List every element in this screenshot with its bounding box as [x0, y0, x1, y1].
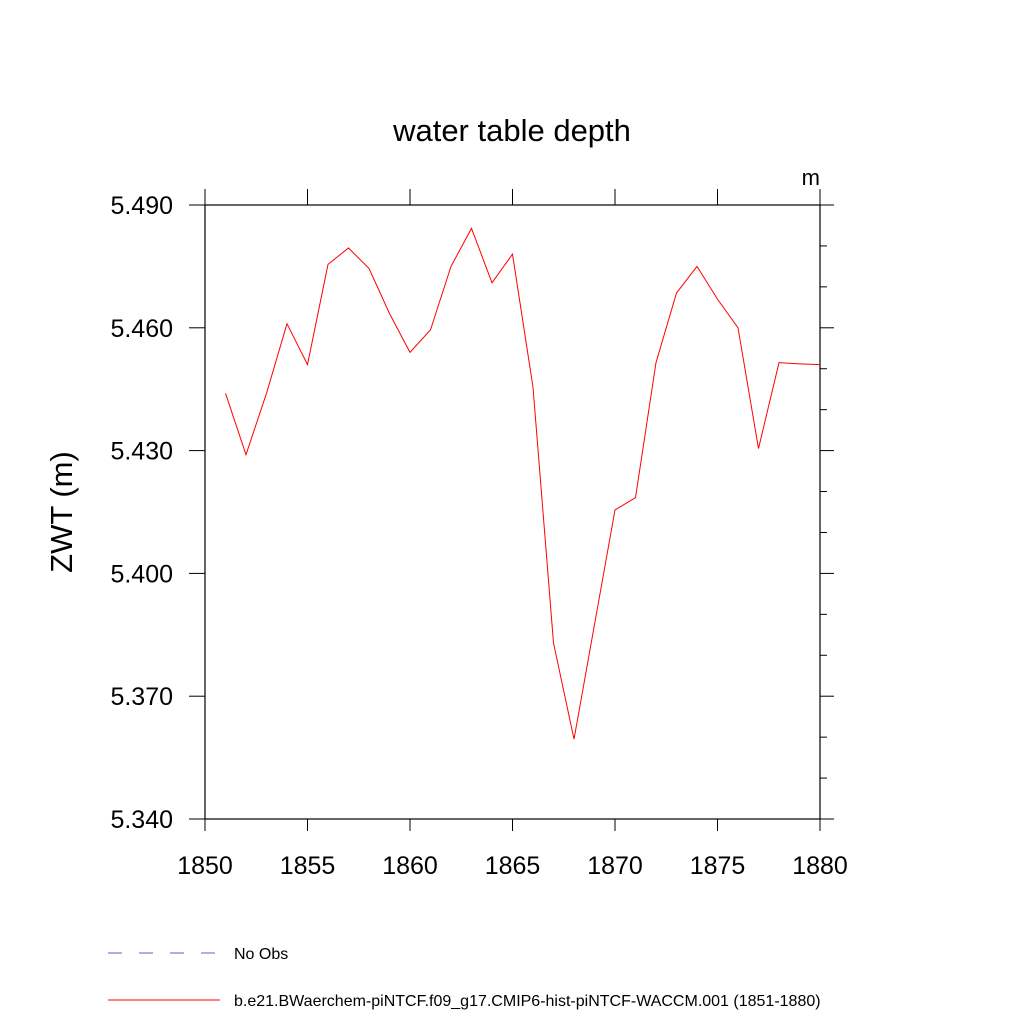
- axis-tick-labels: 1850 1855 1860 1865 1870 1875 1880 5.340 5.370 5.…: [110, 192, 847, 880]
- y-tick-label: 5.430: [110, 438, 173, 466]
- x-tick-label: 1880: [792, 852, 848, 880]
- legend-label-no-obs: No Obs: [234, 946, 288, 963]
- y-tick-label: 5.460: [110, 315, 173, 343]
- x-tick-label: 1870: [587, 852, 643, 880]
- x-tick-label: 1865: [485, 852, 541, 880]
- x-tick-label: 1855: [280, 852, 336, 880]
- chart-title: water table depth: [392, 113, 631, 148]
- y-axis-label: ZWT (m): [44, 451, 79, 573]
- plot-frame: [204, 204, 821, 820]
- x-tick-label: 1860: [382, 852, 438, 880]
- series-line: [225, 227, 821, 740]
- x-tick-label: 1850: [177, 852, 233, 880]
- y-tick-label: 5.490: [110, 192, 173, 220]
- y-tick-label: 5.340: [110, 806, 173, 834]
- axis-ticks: [189, 189, 834, 831]
- units-label: m: [802, 165, 820, 190]
- legend-label-model: b.e21.BWaerchem-piNTCF.f09_g17.CMIP6-his…: [234, 993, 821, 1010]
- series-layer: [225, 227, 821, 740]
- y-tick-label: 5.400: [110, 560, 173, 588]
- legend: No Obs b.e21.BWaerchem-piNTCF.f09_g17.CM…: [108, 946, 821, 1010]
- y-tick-label: 5.370: [110, 683, 173, 711]
- x-tick-label: 1875: [690, 852, 746, 880]
